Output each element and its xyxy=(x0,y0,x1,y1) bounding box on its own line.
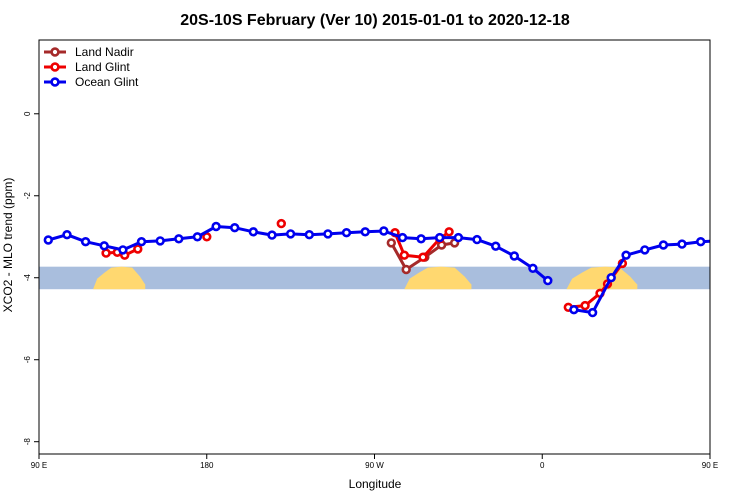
data-point-ocean-glint xyxy=(587,307,598,318)
data-point-land-glint xyxy=(444,227,454,237)
y-tick-label: -6 xyxy=(23,356,32,364)
data-point-ocean-glint xyxy=(491,241,501,251)
series-line-ocean-glint xyxy=(573,239,710,315)
data-point-ocean-glint xyxy=(118,245,128,255)
legend-swatch-marker xyxy=(50,62,60,72)
land-region-1 xyxy=(404,266,472,290)
data-point-ocean-glint xyxy=(267,230,277,240)
land-ocean-strip xyxy=(39,266,710,290)
data-point-ocean-glint xyxy=(397,232,408,243)
x-tick-label: 90 W xyxy=(365,461,384,470)
data-point-ocean-glint xyxy=(304,230,314,240)
data-point-ocean-glint xyxy=(155,236,165,246)
legend-item-land-glint: Land Glint xyxy=(44,60,130,74)
data-point-ocean-glint xyxy=(569,305,579,315)
data-point-ocean-glint xyxy=(379,226,389,236)
y-tick-label: -8 xyxy=(23,438,32,446)
x-tick-label: 90 E xyxy=(31,461,47,470)
data-point-ocean-glint xyxy=(528,263,538,273)
axes: 90 E 180 90 W 0 90 E 0 -2 -4 -6 -8 xyxy=(23,111,718,470)
data-point-ocean-glint xyxy=(43,235,53,245)
data-point-ocean-glint xyxy=(341,228,352,238)
data-point-land-glint xyxy=(418,252,428,262)
data-point-land-glint xyxy=(399,250,409,260)
data-point-land-nadir xyxy=(386,238,396,248)
data-point-ocean-glint xyxy=(99,241,109,251)
legend-swatch-marker xyxy=(50,47,60,57)
data-point-ocean-glint xyxy=(248,227,259,237)
data-point-ocean-glint xyxy=(136,237,147,247)
x-axis-label: Longitude xyxy=(349,477,402,491)
data-point-land-glint xyxy=(101,248,111,258)
data-point-ocean-glint xyxy=(80,237,91,247)
y-tick-label: 0 xyxy=(23,111,32,116)
data-point-ocean-glint xyxy=(509,251,519,261)
y-tick-label: -4 xyxy=(23,274,32,282)
data-point-ocean-glint xyxy=(606,273,616,283)
data-point-ocean-glint xyxy=(621,250,631,260)
legend-label: Ocean Glint xyxy=(75,75,139,89)
data-point-ocean-glint xyxy=(416,234,426,244)
data-point-land-glint xyxy=(202,232,212,242)
series-layer xyxy=(43,218,742,318)
x-tick-label: 90 E xyxy=(702,461,718,470)
legend-swatch-marker xyxy=(50,77,60,87)
data-point-ocean-glint xyxy=(695,237,706,247)
data-point-ocean-glint xyxy=(211,221,221,232)
legend-label: Land Glint xyxy=(75,60,130,74)
x-tick-label: 180 xyxy=(200,461,214,470)
data-point-ocean-glint xyxy=(192,232,203,242)
data-point-ocean-glint xyxy=(716,238,723,245)
data-point-ocean-glint xyxy=(323,229,333,239)
data-point-ocean-glint xyxy=(640,245,650,255)
data-point-ocean-glint xyxy=(735,231,742,238)
data-point-ocean-glint xyxy=(174,234,184,244)
series-ocean-glint xyxy=(43,221,742,318)
data-point-ocean-glint xyxy=(360,227,370,237)
data-point-ocean-glint xyxy=(230,223,240,233)
legend-item-ocean-glint: Ocean Glint xyxy=(44,75,139,89)
data-point-ocean-glint xyxy=(472,234,482,245)
land-region-0 xyxy=(93,266,146,290)
y-tick-label: -2 xyxy=(23,192,32,200)
ocean-band xyxy=(39,266,710,290)
data-point-land-nadir xyxy=(401,264,411,275)
data-point-land-glint xyxy=(133,244,143,254)
data-point-ocean-glint xyxy=(285,229,296,239)
data-point-ocean-glint xyxy=(453,232,464,243)
data-point-land-glint xyxy=(580,300,590,311)
legend-item-land-nadir: Land Nadir xyxy=(44,45,134,59)
data-point-land-glint xyxy=(276,218,286,229)
data-point-ocean-glint xyxy=(677,239,687,249)
land-region-2 xyxy=(566,266,638,290)
data-point-ocean-glint xyxy=(62,230,72,240)
data-point-ocean-glint xyxy=(658,240,669,250)
data-point-ocean-glint xyxy=(435,232,445,243)
series-line-ocean-glint xyxy=(47,225,549,282)
legend-label: Land Nadir xyxy=(75,45,134,59)
chart-title: 20S-10S February (Ver 10) 2015-01-01 to … xyxy=(180,12,570,29)
x-tick-label: 0 xyxy=(540,461,545,470)
y-axis-label: XCO2 - MLO trend (ppm) xyxy=(1,178,15,313)
data-point-ocean-glint xyxy=(543,275,553,286)
